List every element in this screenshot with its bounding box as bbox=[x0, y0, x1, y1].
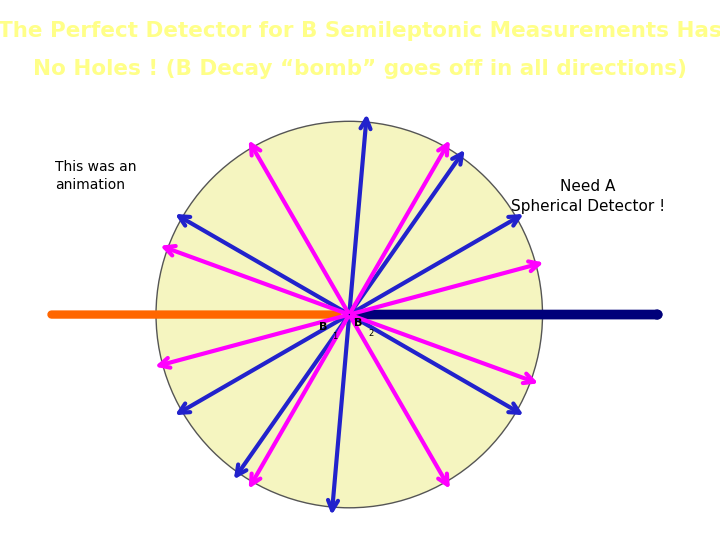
Circle shape bbox=[156, 122, 542, 508]
Text: Need A
Spherical Detector !: Need A Spherical Detector ! bbox=[510, 179, 665, 214]
Circle shape bbox=[203, 168, 495, 461]
Text: This was an
animation: This was an animation bbox=[55, 160, 137, 192]
Text: B: B bbox=[319, 322, 328, 333]
Text: 1: 1 bbox=[332, 332, 337, 341]
Text: The Perfect Detector for B Semileptonic Measurements Has: The Perfect Detector for B Semileptonic … bbox=[0, 21, 720, 41]
Text: No Holes ! (B Decay “bomb” goes off in all directions): No Holes ! (B Decay “bomb” goes off in a… bbox=[33, 59, 687, 79]
Text: B: B bbox=[354, 318, 362, 328]
Circle shape bbox=[255, 220, 444, 409]
Text: 2: 2 bbox=[368, 329, 374, 339]
